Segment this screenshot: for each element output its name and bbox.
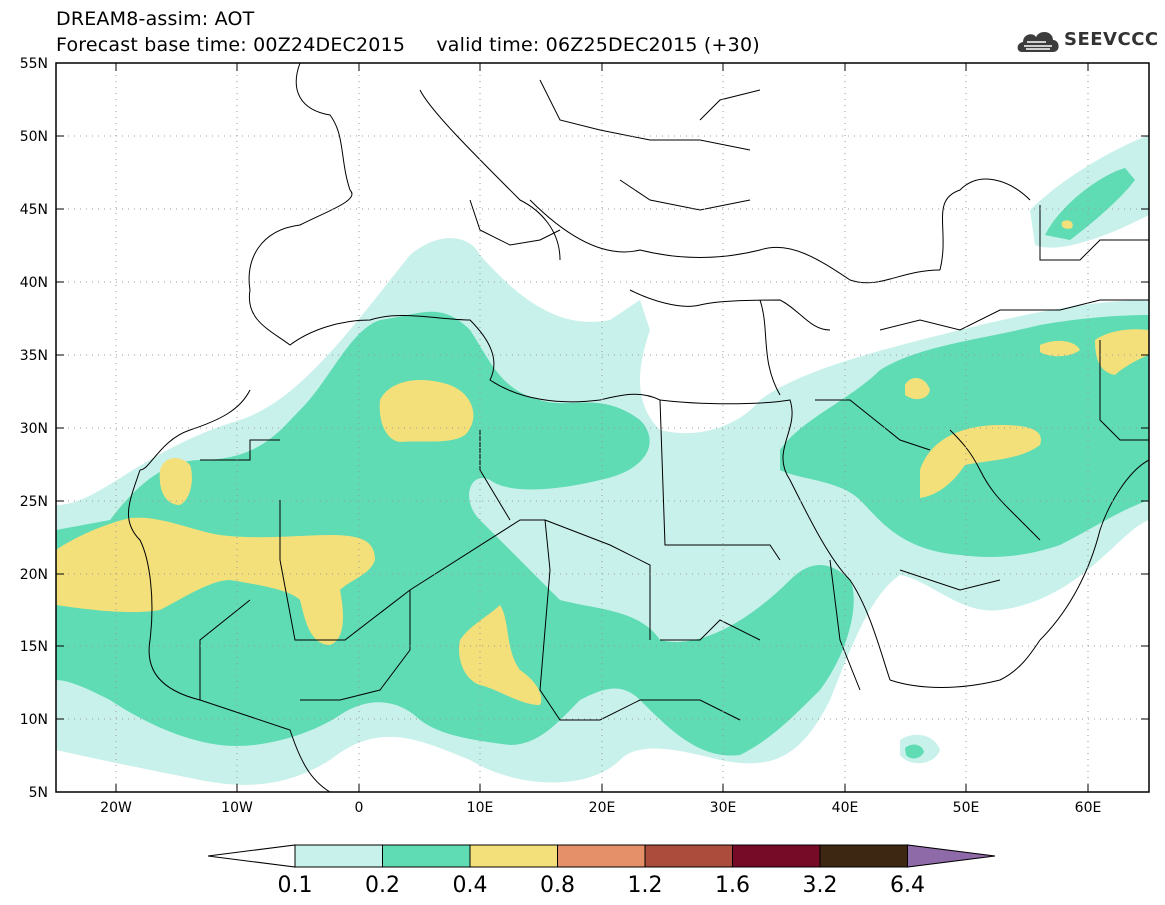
lon-label: 10E (467, 800, 494, 816)
lon-label: 10W (221, 800, 253, 816)
lon-label: 50E (953, 800, 980, 816)
cloud-icon (1017, 31, 1059, 52)
longitude-labels: 20W 10W 0 10E 20E 30E 40E 50E 60E (100, 800, 1101, 816)
colorbar-box (819, 844, 908, 868)
colorbar-box (732, 844, 821, 868)
colorbar-box (557, 844, 646, 868)
lon-label: 60E (1075, 800, 1102, 816)
lat-label: 35N (20, 348, 48, 364)
lat-label: 55N (20, 56, 48, 72)
colorbar-under-triangle (207, 844, 296, 868)
colorbar-label: 0.8 (540, 873, 575, 898)
lat-label: 50N (20, 129, 48, 145)
lat-label: 20N (20, 567, 48, 583)
lon-label: 0 (355, 800, 364, 816)
lat-label: 25N (20, 494, 48, 510)
coastlines-and-borders (127, 63, 1149, 792)
colorbar-label: 6.4 (890, 873, 925, 898)
lon-label: 20E (589, 800, 616, 816)
colorbar-label: 0.1 (278, 873, 313, 898)
seevccc-logo: SEEVCCC (1016, 26, 1158, 56)
colorbar-label: 3.2 (803, 873, 838, 898)
lon-label: 20W (100, 800, 132, 816)
forecast-times: Forecast base time: 00Z24DEC2015 valid t… (56, 34, 760, 56)
axis-ticks (56, 63, 1149, 792)
colorbar-box (644, 844, 733, 868)
colorbar-over-triangle (907, 844, 996, 868)
colorbar-label: 0.4 (453, 873, 488, 898)
lon-label: 30E (710, 800, 737, 816)
aot-contour-0.4-0.8 (56, 220, 1149, 705)
colorbar: 0.1 0.2 0.4 0.8 1.2 1.6 3.2 6.4 (207, 844, 996, 898)
lat-label: 30N (20, 421, 48, 437)
graticule (56, 63, 1149, 792)
lat-label: 40N (20, 275, 48, 291)
colorbar-box (469, 844, 558, 868)
colorbar-box (294, 844, 383, 868)
colorbar-label: 1.6 (715, 873, 750, 898)
colorbar-label: 0.2 (365, 873, 400, 898)
colorbar-box (382, 844, 471, 868)
lon-label: 40E (832, 800, 859, 816)
logo-text: SEEVCCC (1064, 29, 1159, 50)
lat-label: 10N (20, 712, 48, 728)
lat-label: 15N (20, 639, 48, 655)
map-plot-area (56, 63, 1149, 792)
colorbar-label: 1.2 (628, 873, 663, 898)
lat-label: 5N (29, 785, 48, 801)
lat-label: 45N (20, 202, 48, 218)
chart-title: DREAM8-assim: AOT (56, 8, 255, 30)
latitude-labels: 55N 50N 45N 40N 35N 30N 25N 20N 15N 10N … (20, 56, 48, 801)
